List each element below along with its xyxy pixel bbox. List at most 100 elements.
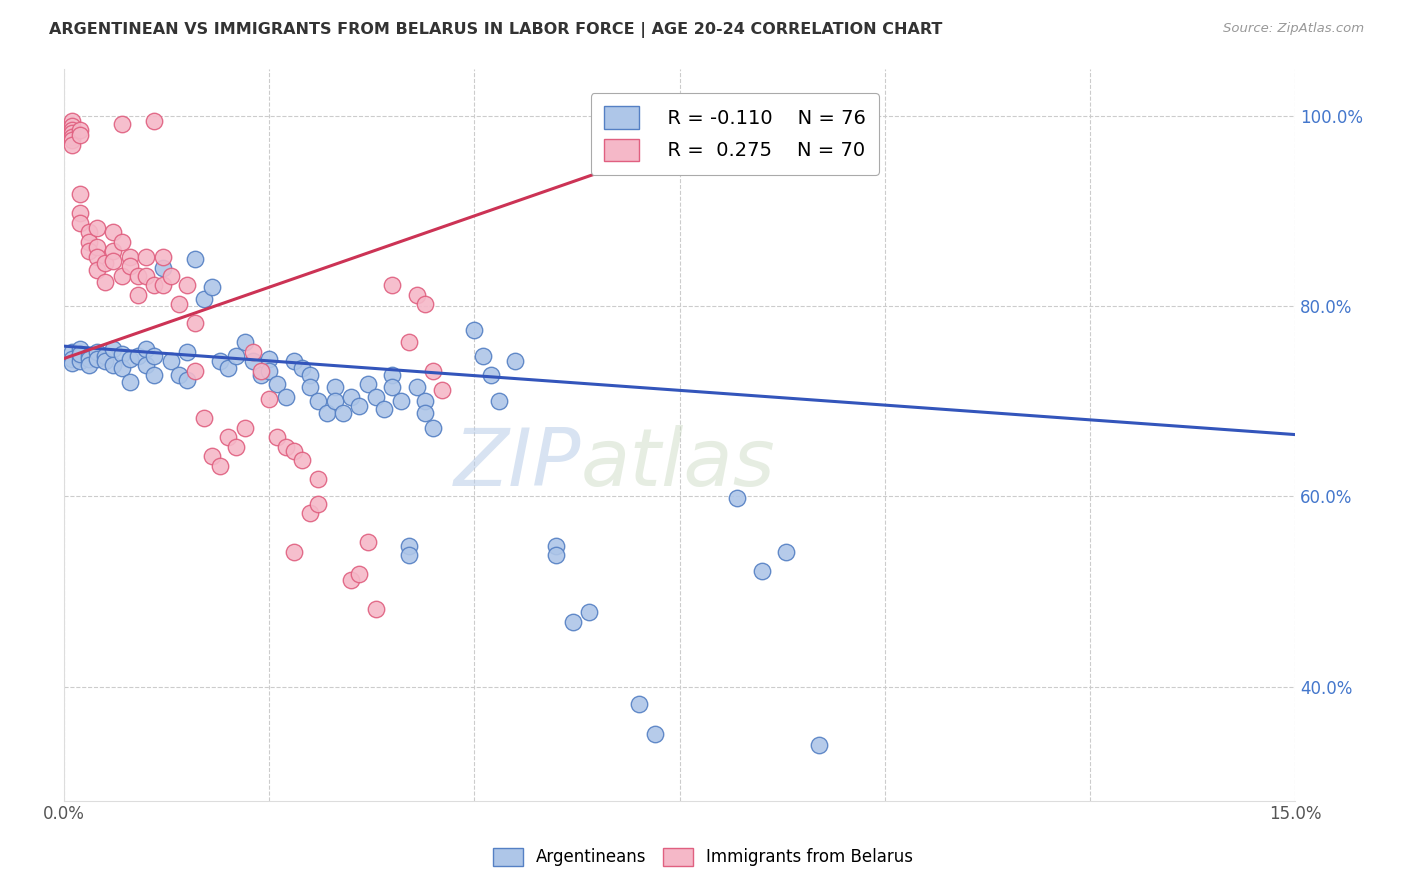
Point <box>242 354 264 368</box>
Point <box>193 292 215 306</box>
Point <box>340 390 363 404</box>
Point <box>94 354 117 368</box>
Point <box>808 739 831 753</box>
Point <box>357 377 380 392</box>
Point <box>86 240 108 254</box>
Text: Source: ZipAtlas.com: Source: ZipAtlas.com <box>1223 22 1364 36</box>
Point <box>398 549 420 563</box>
Point <box>69 342 91 356</box>
Point <box>364 390 387 404</box>
Point <box>471 349 494 363</box>
Point <box>323 380 346 394</box>
Point <box>86 221 108 235</box>
Point <box>135 250 157 264</box>
Point <box>152 278 174 293</box>
Point <box>159 268 181 283</box>
Point <box>488 394 510 409</box>
Point <box>430 383 453 397</box>
Point <box>60 126 83 140</box>
Point <box>725 491 748 506</box>
Point <box>77 225 100 239</box>
Point <box>644 727 666 741</box>
Point <box>389 394 412 409</box>
Point <box>60 133 83 147</box>
Point <box>242 344 264 359</box>
Point <box>250 368 273 382</box>
Point <box>60 356 83 370</box>
Point <box>86 250 108 264</box>
Point <box>283 354 305 368</box>
Point <box>561 615 583 629</box>
Point <box>176 344 198 359</box>
Point <box>176 278 198 293</box>
Text: atlas: atlas <box>581 425 776 503</box>
Point <box>315 406 337 420</box>
Point <box>60 119 83 133</box>
Point <box>398 539 420 553</box>
Point <box>307 497 329 511</box>
Point <box>69 206 91 220</box>
Point <box>775 544 797 558</box>
Point <box>86 263 108 277</box>
Point <box>86 344 108 359</box>
Legend:   R = -0.110    N = 76,   R =  0.275    N = 70: R = -0.110 N = 76, R = 0.275 N = 70 <box>591 93 879 175</box>
Point <box>60 123 83 137</box>
Point <box>578 606 600 620</box>
Point <box>266 377 288 392</box>
Point <box>208 354 231 368</box>
Point <box>77 244 100 258</box>
Point <box>406 380 429 394</box>
Text: ZIP: ZIP <box>454 425 581 503</box>
Point <box>167 297 190 311</box>
Point <box>94 256 117 270</box>
Point <box>94 349 117 363</box>
Point <box>143 349 166 363</box>
Point <box>217 430 239 444</box>
Point <box>225 440 247 454</box>
Point <box>69 354 91 368</box>
Point <box>323 394 346 409</box>
Point <box>406 287 429 301</box>
Point <box>546 549 568 563</box>
Point <box>266 430 288 444</box>
Point <box>103 253 125 268</box>
Point <box>77 351 100 366</box>
Point <box>118 260 141 274</box>
Point <box>422 421 444 435</box>
Point <box>340 573 363 587</box>
Point <box>135 358 157 372</box>
Point <box>257 392 280 407</box>
Point <box>69 123 91 137</box>
Point <box>422 364 444 378</box>
Point <box>398 335 420 350</box>
Point <box>381 380 404 394</box>
Point <box>69 347 91 361</box>
Point <box>373 401 395 416</box>
Point <box>152 261 174 276</box>
Point <box>208 458 231 473</box>
Point <box>505 354 527 368</box>
Point <box>364 601 387 615</box>
Point <box>69 349 91 363</box>
Point <box>103 244 125 258</box>
Point <box>77 349 100 363</box>
Point <box>413 297 436 311</box>
Point <box>184 316 207 330</box>
Point <box>307 394 329 409</box>
Point <box>152 250 174 264</box>
Point <box>159 354 181 368</box>
Point <box>193 411 215 425</box>
Point <box>118 376 141 390</box>
Point <box>110 235 132 249</box>
Point <box>274 390 297 404</box>
Point <box>184 364 207 378</box>
Point <box>60 344 83 359</box>
Point <box>299 368 322 382</box>
Point <box>184 252 207 266</box>
Point <box>546 539 568 553</box>
Point <box>127 349 149 363</box>
Point <box>463 323 485 337</box>
Point <box>201 280 224 294</box>
Point <box>110 268 132 283</box>
Point <box>127 287 149 301</box>
